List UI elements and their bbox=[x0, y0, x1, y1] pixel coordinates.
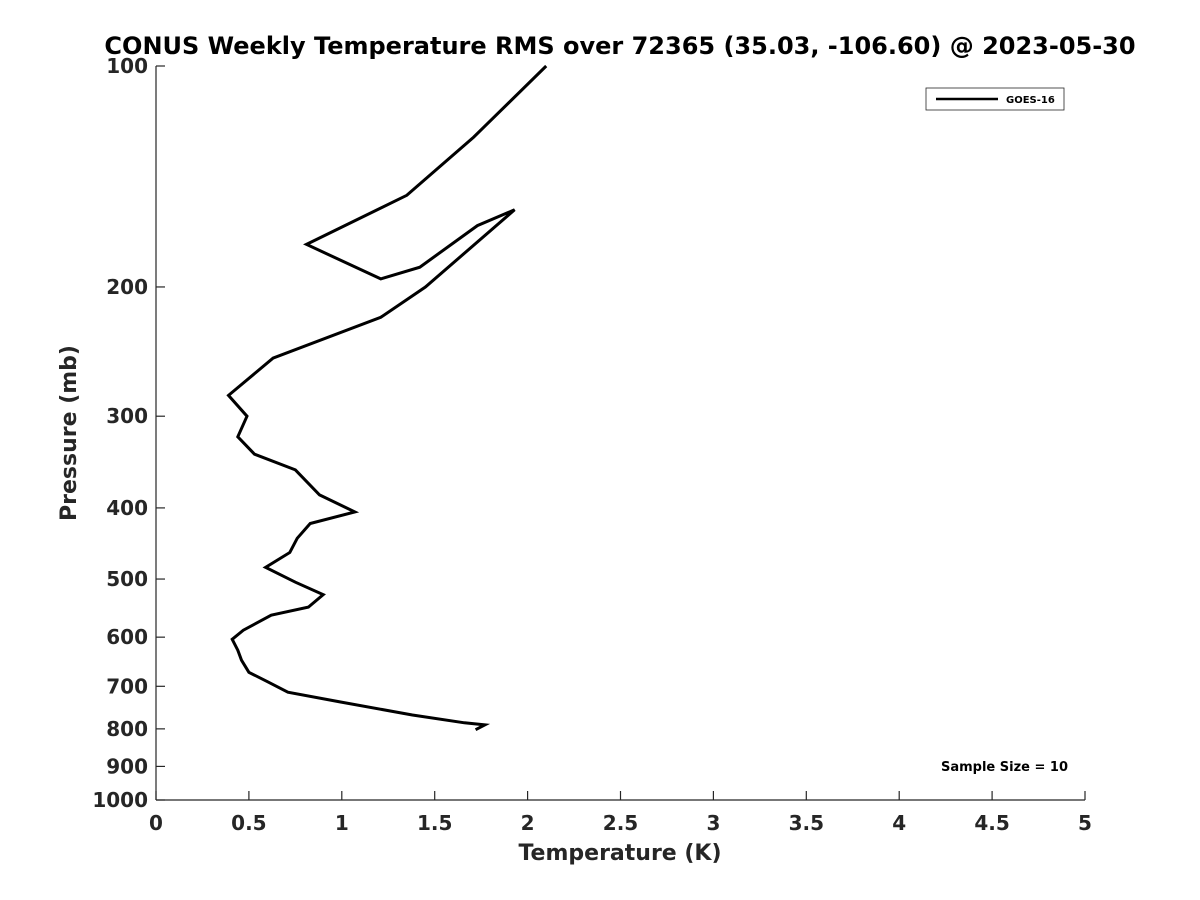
y-tick-label: 100 bbox=[106, 54, 148, 78]
plot-area bbox=[155, 66, 1085, 801]
x-tick-label: 0 bbox=[149, 811, 163, 835]
chart-title: CONUS Weekly Temperature RMS over 72365 … bbox=[104, 32, 1135, 60]
x-tick-label: 3.5 bbox=[789, 811, 824, 835]
y-axis-label: Pressure (mb) bbox=[57, 345, 82, 521]
y-tick-label: 1000 bbox=[92, 788, 148, 812]
y-tick-label: 800 bbox=[106, 717, 148, 741]
y-tick-label: 600 bbox=[106, 625, 148, 649]
x-tick-label: 2 bbox=[521, 811, 535, 835]
y-tick-label: 500 bbox=[106, 567, 148, 591]
y-tick-label: 300 bbox=[106, 404, 148, 428]
legend-label-goes-16: GOES-16 bbox=[1006, 95, 1055, 106]
series-line-goes-16 bbox=[226, 64, 548, 732]
x-tick-label: 3 bbox=[706, 811, 720, 835]
y-tick-label: 900 bbox=[106, 754, 148, 778]
y-ticks: 100 200 300 400 500 600 700 800 900 1000 bbox=[92, 54, 165, 812]
x-tick-label: 2.5 bbox=[603, 811, 638, 835]
x-axis-label: Temperature (K) bbox=[518, 841, 721, 866]
y-tick-label: 700 bbox=[106, 674, 148, 698]
x-tick-label: 0.5 bbox=[231, 811, 266, 835]
x-tick-label: 1.5 bbox=[417, 811, 452, 835]
x-tick-label: 4 bbox=[892, 811, 906, 835]
y-tick-label: 400 bbox=[106, 496, 148, 520]
series-layer bbox=[226, 64, 548, 732]
x-ticks: 0 0.5 1 1.5 2 2.5 3 3.5 4 4.5 5 bbox=[149, 791, 1092, 835]
x-tick-label: 1 bbox=[335, 811, 349, 835]
y-tick-label: 200 bbox=[106, 275, 148, 299]
x-tick-label: 5 bbox=[1078, 811, 1092, 835]
sample-size-annotation: Sample Size = 10 bbox=[941, 760, 1068, 775]
legend: GOES-16 bbox=[925, 87, 1065, 111]
x-tick-label: 4.5 bbox=[974, 811, 1009, 835]
